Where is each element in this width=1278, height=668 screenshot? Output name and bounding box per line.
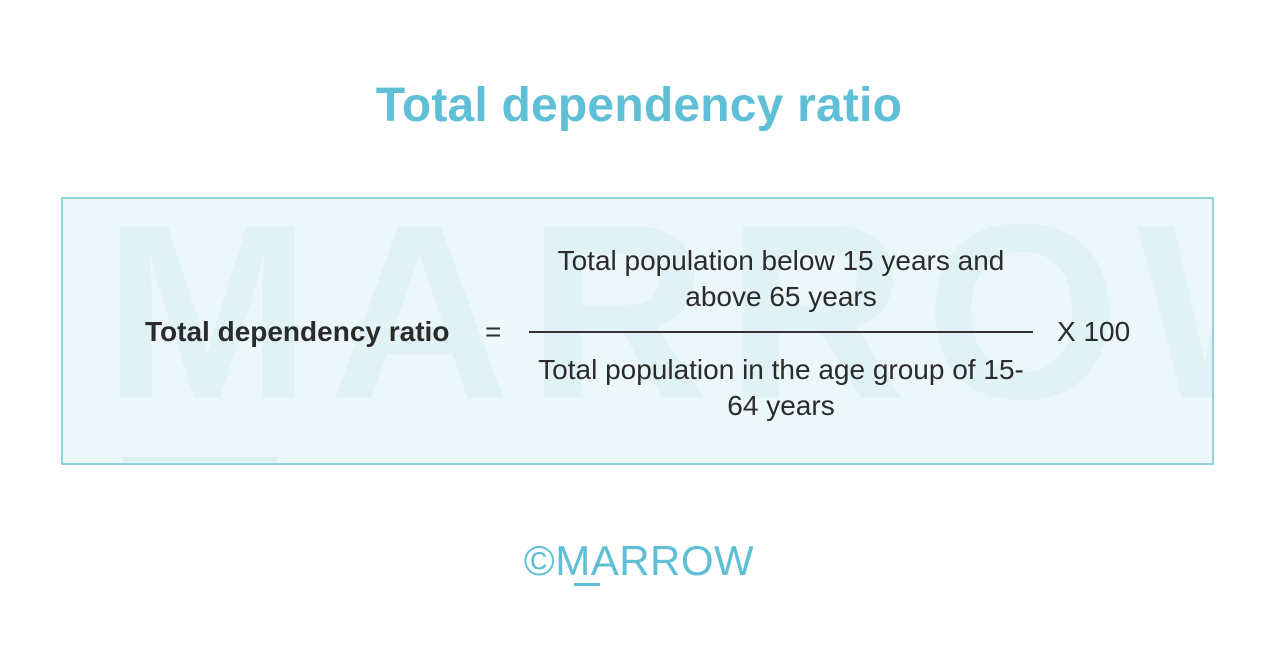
fraction-bar bbox=[529, 331, 1033, 333]
page-title: Total dependency ratio bbox=[375, 79, 903, 132]
equals-sign: = bbox=[485, 316, 502, 347]
formula-numerator: Total population below 15 years and abov… bbox=[557, 245, 1005, 312]
watermark-underline bbox=[123, 457, 278, 463]
formula-denominator: Total population in the age group of 15-… bbox=[538, 354, 1024, 421]
brand-logo-underline bbox=[574, 583, 600, 586]
formula-multiplier: X 100 bbox=[1057, 316, 1131, 347]
formula-box: MARROW Total dependency ratio = Total po… bbox=[61, 197, 1214, 465]
brand-logo: ©MARROW bbox=[523, 537, 755, 584]
formula-lhs: Total dependency ratio bbox=[145, 316, 450, 347]
